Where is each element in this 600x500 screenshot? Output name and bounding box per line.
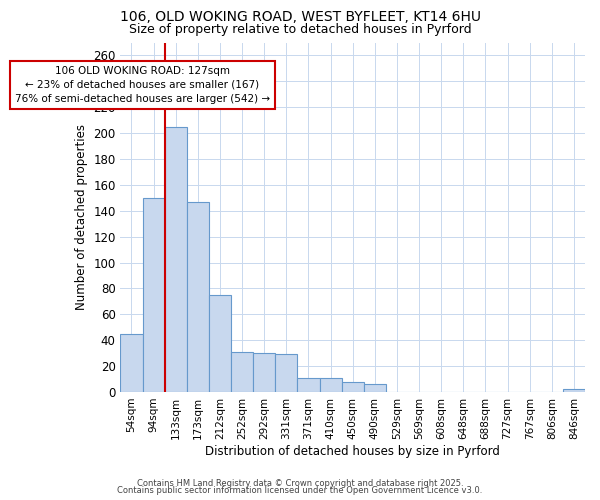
Text: Contains public sector information licensed under the Open Government Licence v3: Contains public sector information licen… [118, 486, 482, 495]
Bar [320, 378, 341, 392]
Bar [121, 334, 143, 392]
Bar [187, 202, 209, 392]
Y-axis label: Number of detached properties: Number of detached properties [74, 124, 88, 310]
Bar [341, 382, 364, 392]
Bar [298, 378, 320, 392]
Bar [143, 198, 164, 392]
Text: 106 OLD WOKING ROAD: 127sqm
← 23% of detached houses are smaller (167)
76% of se: 106 OLD WOKING ROAD: 127sqm ← 23% of det… [15, 66, 270, 104]
Bar [563, 390, 585, 392]
Text: 106, OLD WOKING ROAD, WEST BYFLEET, KT14 6HU: 106, OLD WOKING ROAD, WEST BYFLEET, KT14… [119, 10, 481, 24]
Bar [209, 295, 231, 392]
X-axis label: Distribution of detached houses by size in Pyrford: Distribution of detached houses by size … [205, 444, 500, 458]
Bar [275, 354, 298, 392]
Bar [364, 384, 386, 392]
Bar [231, 352, 253, 392]
Bar [253, 353, 275, 392]
Text: Contains HM Land Registry data © Crown copyright and database right 2025.: Contains HM Land Registry data © Crown c… [137, 478, 463, 488]
Text: Size of property relative to detached houses in Pyrford: Size of property relative to detached ho… [128, 22, 472, 36]
Bar [164, 126, 187, 392]
